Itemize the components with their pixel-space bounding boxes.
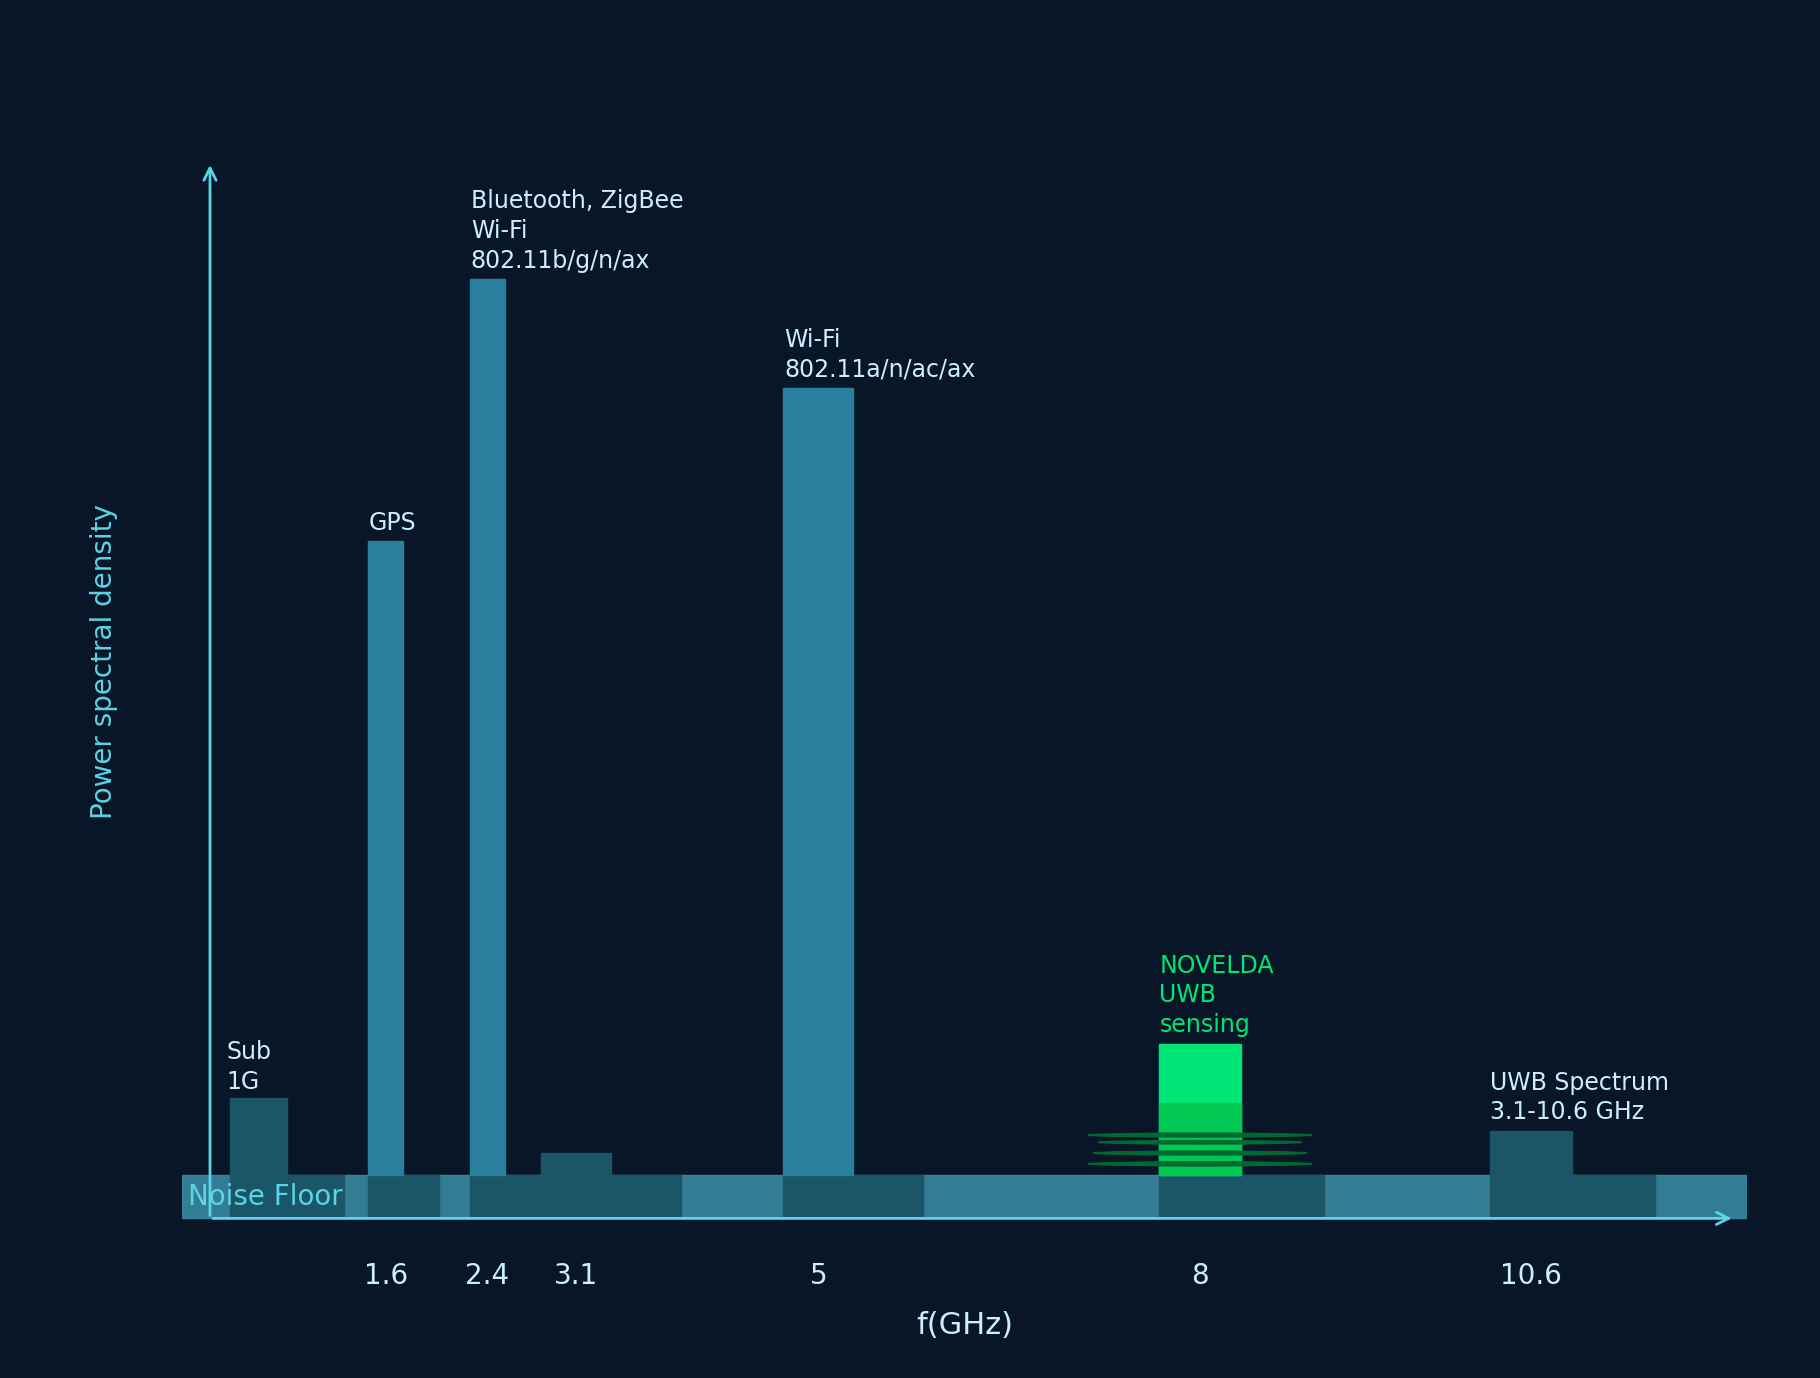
Text: Bluetooth, ZigBee
Wi-Fi
802.11b/g/n/ax: Bluetooth, ZigBee Wi-Fi 802.11b/g/n/ax	[471, 189, 684, 273]
Bar	[783, 1174, 923, 1218]
Bar	[783, 389, 854, 1174]
Bar	[368, 542, 404, 1174]
Bar	[1159, 1043, 1241, 1174]
Bar	[1489, 1174, 1654, 1218]
Circle shape	[1088, 1133, 1292, 1137]
Bar	[1159, 1174, 1325, 1218]
Text: Noise Floor: Noise Floor	[187, 1182, 344, 1210]
Circle shape	[1097, 1141, 1301, 1144]
Text: GPS: GPS	[369, 511, 417, 535]
Text: UWB Spectrum
3.1-10.6 GHz: UWB Spectrum 3.1-10.6 GHz	[1491, 1071, 1669, 1124]
Bar	[470, 280, 506, 1174]
Text: Wi-Fi
802.11a/n/ac/ax: Wi-Fi 802.11a/n/ac/ax	[784, 328, 976, 382]
Bar	[182, 1174, 1747, 1218]
Bar	[542, 1174, 681, 1218]
Bar	[1159, 1102, 1241, 1174]
Bar	[470, 1174, 541, 1218]
Bar	[368, 1174, 439, 1218]
Bar	[229, 1174, 344, 1218]
Bar	[542, 1153, 612, 1174]
Circle shape	[1103, 1151, 1307, 1155]
Circle shape	[1108, 1162, 1312, 1166]
Bar	[1489, 1131, 1572, 1174]
X-axis label: f(GHz): f(GHz)	[915, 1310, 1014, 1339]
Text: NOVELDA
UWB
sensing: NOVELDA UWB sensing	[1159, 954, 1274, 1038]
Circle shape	[1088, 1162, 1292, 1166]
Circle shape	[1097, 1162, 1301, 1166]
Bar	[229, 1098, 288, 1174]
Circle shape	[1094, 1151, 1298, 1155]
Text: Sub
1G: Sub 1G	[226, 1040, 271, 1094]
Circle shape	[1108, 1133, 1312, 1137]
Text: Power spectral density: Power spectral density	[89, 504, 118, 819]
